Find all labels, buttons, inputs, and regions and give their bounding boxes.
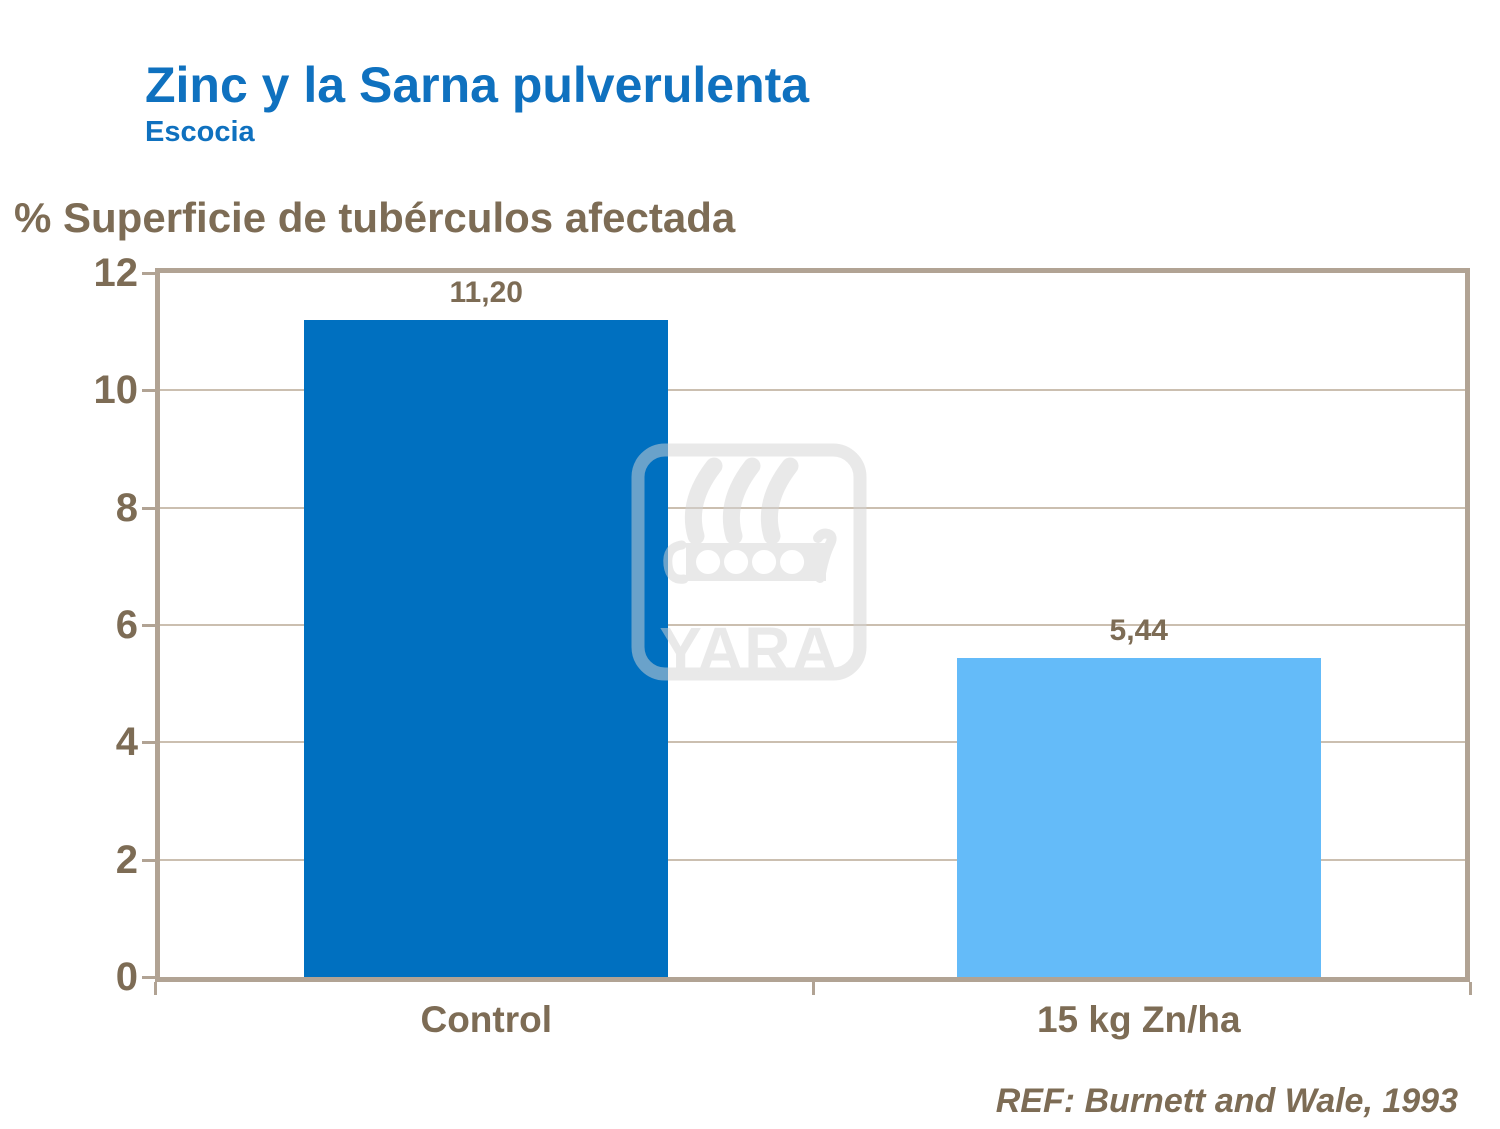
bar-value-label: 5,44 (1109, 613, 1168, 647)
reference-text: REF: Burnett and Wale, 1993 (995, 1082, 1458, 1120)
y-axis-tick-mark (142, 624, 156, 627)
plot-area (155, 268, 1470, 982)
y-axis-tick-mark (142, 976, 156, 979)
y-axis-tick-label: 8 (115, 485, 138, 530)
y-axis-tick-mark (142, 506, 156, 510)
y-axis-title: % Superficie de tubérculos afectada (14, 194, 736, 241)
y-axis-tick-label: 10 (93, 368, 139, 413)
y-axis-tick-mark (142, 272, 156, 275)
y-axis-tick-label: 4 (115, 720, 138, 765)
gridline (160, 858, 1465, 861)
x-axis-tick-mark (811, 982, 815, 995)
y-axis-tick-mark (142, 389, 156, 393)
x-axis-tick-mark (1469, 982, 1472, 995)
chart-title: Zinc y la Sarna pulverulenta (145, 57, 810, 113)
gridline (160, 389, 1465, 392)
chart-subtitle: Escocia (145, 116, 255, 148)
x-axis-category-label: Control (420, 999, 553, 1040)
y-axis-tick-label: 12 (93, 251, 139, 295)
y-axis-tick-mark (142, 858, 156, 862)
y-axis-tick-label: 6 (115, 603, 138, 647)
y-axis-tick-label: 2 (115, 837, 138, 882)
x-axis-category-label: 15 kg Zn/ha (1036, 999, 1241, 1040)
bar-15-kg-zn-ha (956, 657, 1321, 977)
bar-value-label: 11,20 (449, 275, 523, 309)
y-axis-tick-label: 0 (115, 955, 138, 999)
y-axis-tick-mark (142, 741, 156, 745)
gridline (160, 741, 1465, 744)
bar-control (304, 319, 669, 977)
x-axis-tick-mark (154, 982, 157, 995)
